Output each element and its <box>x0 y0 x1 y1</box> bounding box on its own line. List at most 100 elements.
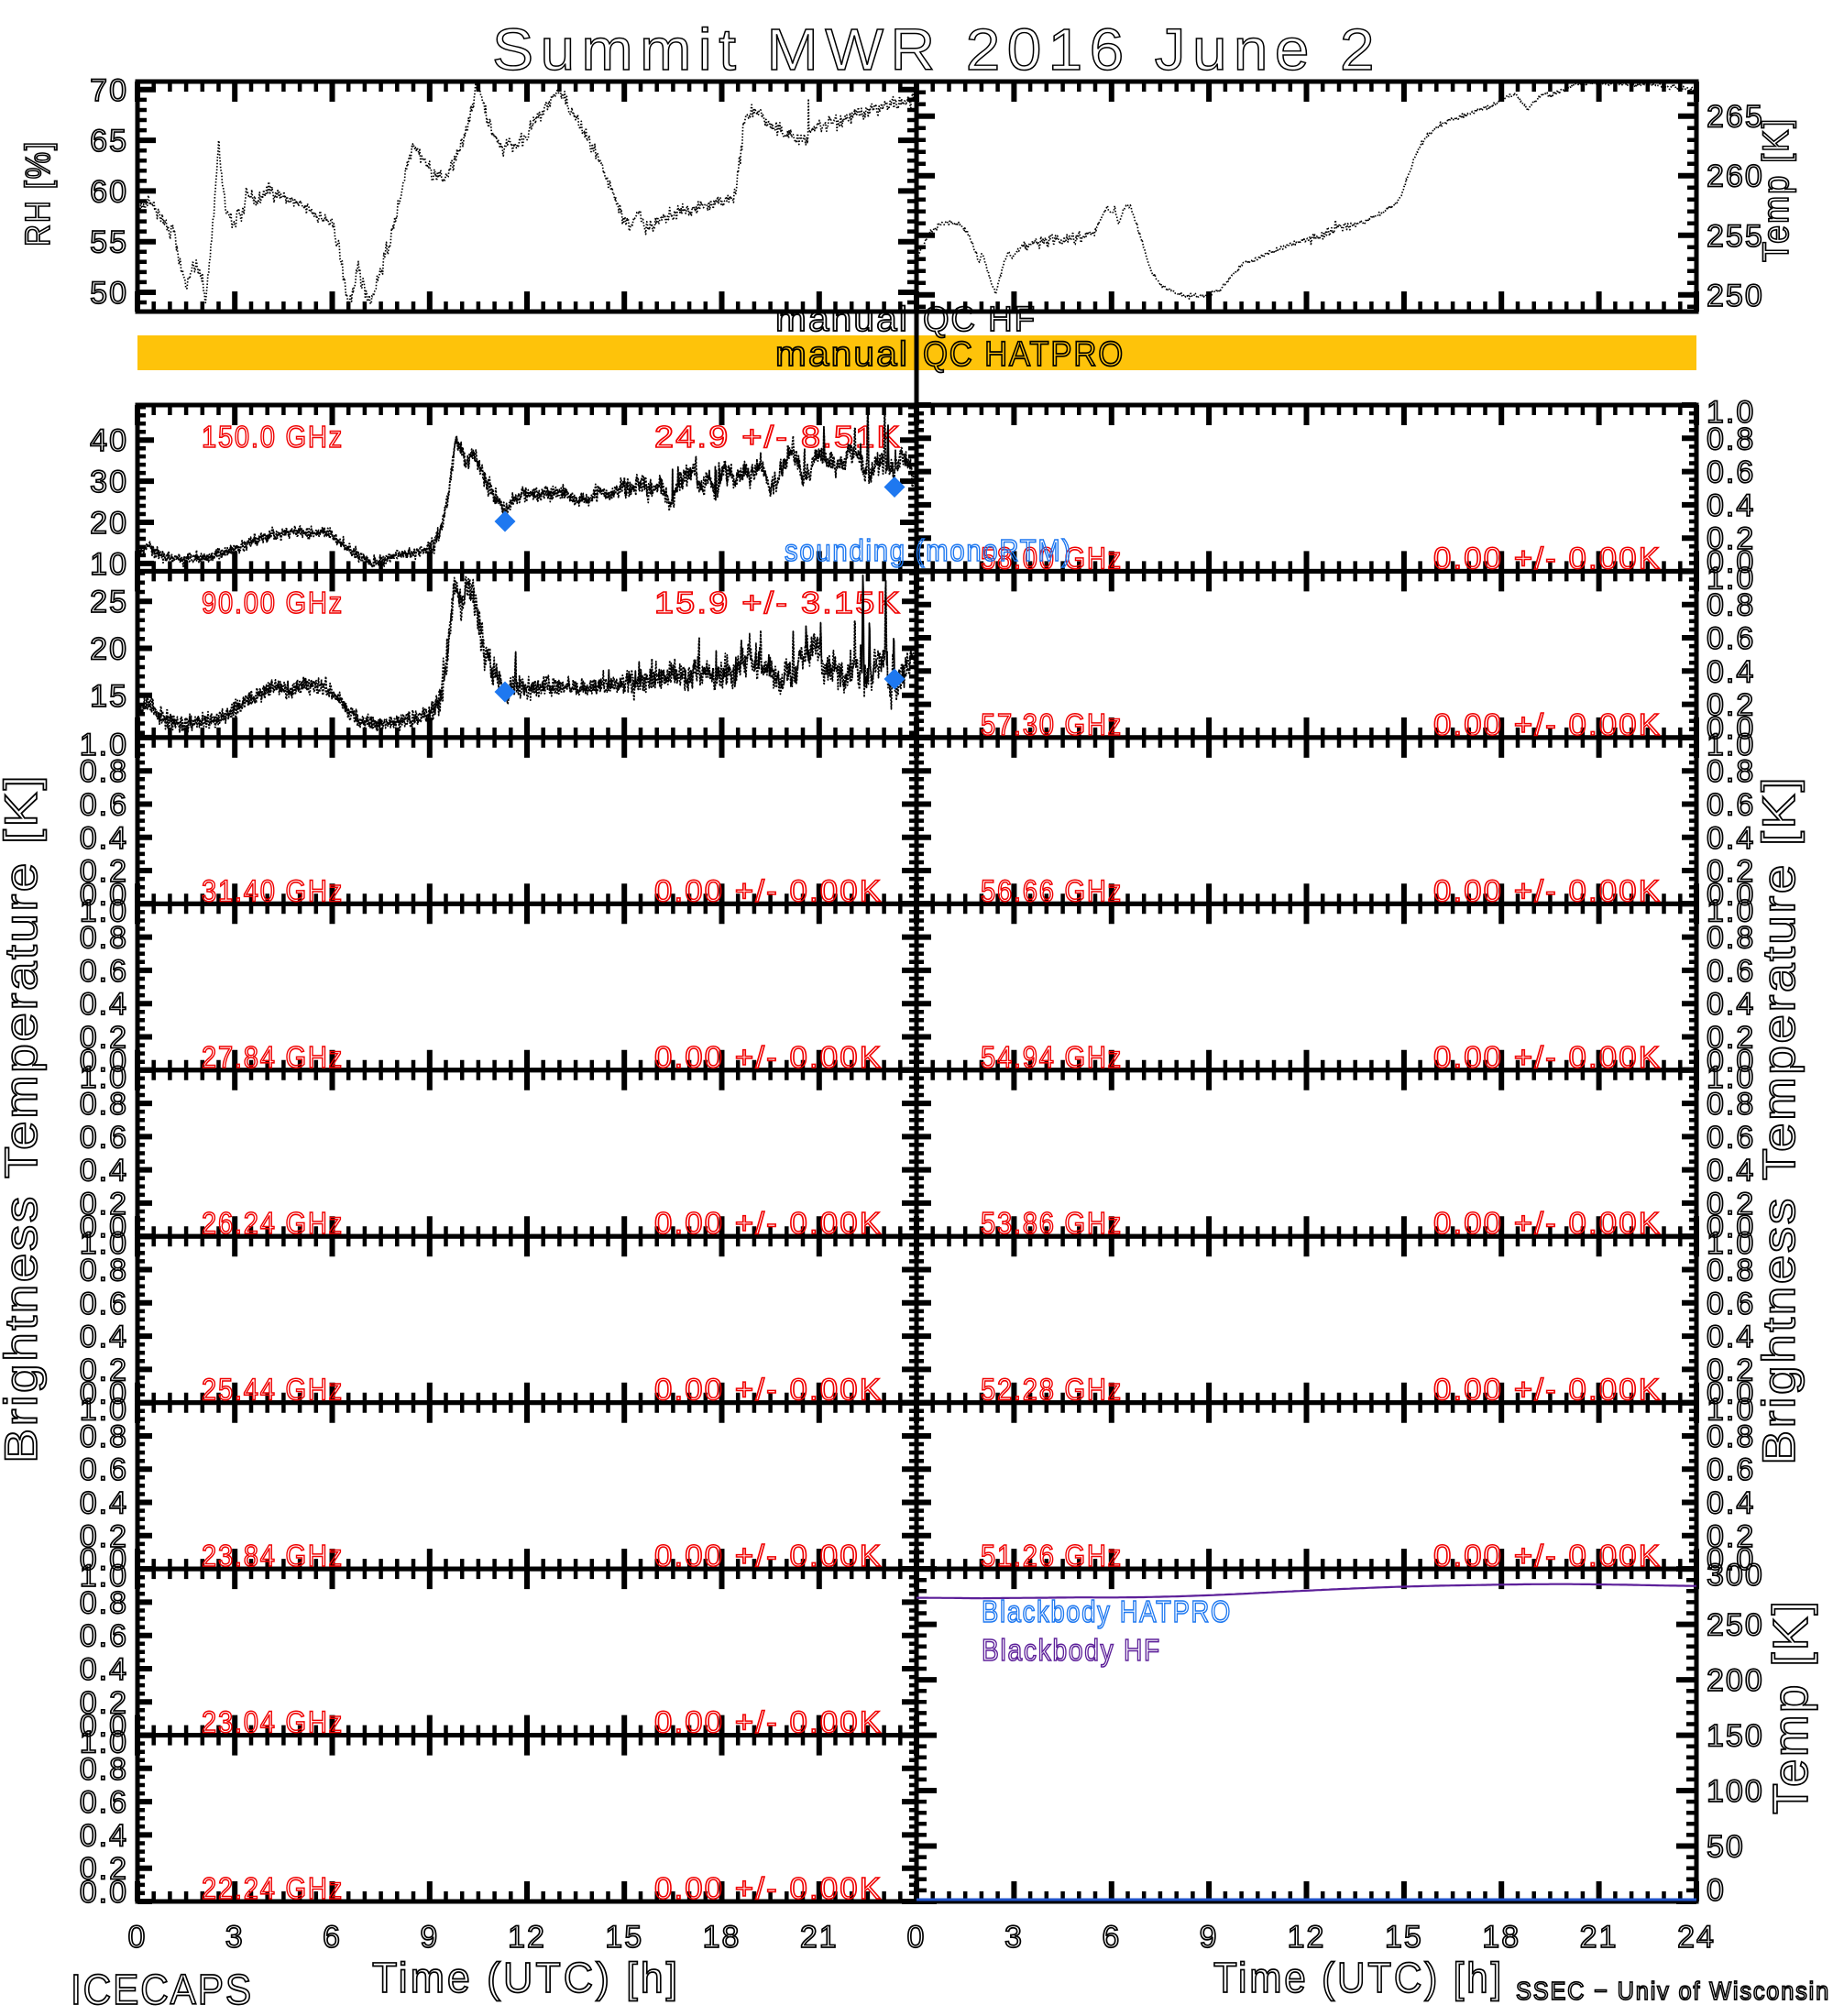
svg-text:0.0: 0.0 <box>80 1210 128 1244</box>
svg-text:0: 0 <box>128 1920 148 1955</box>
svg-text:31.40 GHz: 31.40 GHz <box>202 873 344 907</box>
svg-text:0.2: 0.2 <box>1707 688 1755 723</box>
svg-text:0.4: 0.4 <box>1707 1486 1755 1521</box>
svg-text:56.66 GHz: 56.66 GHz <box>981 873 1123 907</box>
svg-text:Temp [K]: Temp [K] <box>1763 1599 1818 1814</box>
svg-text:0.6: 0.6 <box>1707 621 1755 656</box>
svg-text:100: 100 <box>1707 1774 1764 1809</box>
svg-text:0.4: 0.4 <box>1707 488 1755 523</box>
svg-text:0.0: 0.0 <box>1707 1376 1755 1411</box>
svg-text:52.28 GHz: 52.28 GHz <box>981 1373 1123 1407</box>
svg-text:50: 50 <box>90 276 128 311</box>
svg-text:0.8: 0.8 <box>1707 1419 1755 1454</box>
svg-text:0.00 +/- 0.00K: 0.00 +/- 0.00K <box>1433 1040 1662 1074</box>
svg-text:260: 260 <box>1707 159 1764 194</box>
svg-text:1.0: 1.0 <box>80 728 128 762</box>
svg-text:0.8: 0.8 <box>80 1087 128 1122</box>
svg-text:6: 6 <box>323 1920 342 1955</box>
svg-text:1.0: 1.0 <box>1707 893 1755 928</box>
svg-text:0.00 +/- 0.00K: 0.00 +/- 0.00K <box>1433 1206 1662 1240</box>
svg-text:0.4: 0.4 <box>1707 987 1755 1022</box>
svg-text:23.84 GHz: 23.84 GHz <box>202 1539 344 1572</box>
svg-text:0.8: 0.8 <box>1707 588 1755 623</box>
svg-text:20: 20 <box>90 506 128 541</box>
svg-text:15: 15 <box>605 1920 643 1955</box>
svg-text:26.24 GHz: 26.24 GHz <box>202 1206 344 1240</box>
svg-text:0.8: 0.8 <box>80 1752 128 1787</box>
svg-text:12: 12 <box>508 1920 546 1955</box>
svg-text:22.24 GHz: 22.24 GHz <box>202 1871 344 1905</box>
svg-text:0.00 +/- 0.00K: 0.00 +/- 0.00K <box>654 1705 883 1739</box>
svg-text:manual: manual <box>775 335 909 374</box>
svg-text:1.0: 1.0 <box>80 1393 128 1428</box>
svg-text:0.4: 0.4 <box>1707 1320 1755 1354</box>
svg-text:50: 50 <box>1707 1830 1745 1865</box>
svg-text:0.0: 0.0 <box>80 1376 128 1411</box>
svg-text:0.0: 0.0 <box>1707 711 1755 746</box>
svg-text:0.00 +/- 0.00K: 0.00 +/- 0.00K <box>1433 1373 1662 1407</box>
svg-text:0.8: 0.8 <box>80 754 128 789</box>
svg-text:ICECAPS: ICECAPS <box>71 1966 253 2013</box>
svg-text:Blackbody HATPRO: Blackbody HATPRO <box>982 1594 1232 1628</box>
svg-text:Temp [K]: Temp [K] <box>1756 117 1796 262</box>
svg-text:0.8: 0.8 <box>80 921 128 956</box>
svg-text:10: 10 <box>90 547 128 582</box>
svg-text:0.0: 0.0 <box>1707 1210 1755 1244</box>
svg-text:0.6: 0.6 <box>1707 455 1755 490</box>
svg-text:0.00 +/- 0.00K: 0.00 +/- 0.00K <box>654 1373 883 1407</box>
svg-text:0.00 +/- 0.00K: 0.00 +/- 0.00K <box>654 1539 883 1572</box>
svg-text:0.8: 0.8 <box>1707 422 1755 456</box>
svg-text:0.4: 0.4 <box>1707 1154 1755 1189</box>
svg-text:65: 65 <box>90 124 128 159</box>
svg-text:0.0: 0.0 <box>1707 877 1755 912</box>
svg-text:0.0: 0.0 <box>80 1875 128 1910</box>
svg-text:0.00 +/- 0.00K: 0.00 +/- 0.00K <box>1433 541 1662 575</box>
svg-text:9: 9 <box>1200 1920 1219 1955</box>
svg-text:QC HF: QC HF <box>923 301 1037 339</box>
svg-text:0.4: 0.4 <box>80 1154 128 1189</box>
svg-text:0.2: 0.2 <box>80 1187 128 1222</box>
svg-text:0.8: 0.8 <box>80 1254 128 1288</box>
svg-text:0.0: 0.0 <box>80 1709 128 1744</box>
svg-text:Blackbody HF: Blackbody HF <box>982 1633 1161 1667</box>
svg-text:200: 200 <box>1707 1663 1764 1698</box>
svg-text:90.00 GHz: 90.00 GHz <box>202 586 344 619</box>
svg-text:0.4: 0.4 <box>80 1652 128 1687</box>
svg-text:Brightness Temperature [K]: Brightness Temperature [K] <box>0 773 47 1463</box>
svg-text:265: 265 <box>1707 100 1764 135</box>
svg-text:0.6: 0.6 <box>1707 1452 1755 1487</box>
svg-text:70: 70 <box>90 73 128 108</box>
svg-text:0.4: 0.4 <box>1707 821 1755 856</box>
svg-text:0.8: 0.8 <box>1707 921 1755 956</box>
svg-text:24.9 +/- 8.51K: 24.9 +/- 8.51K <box>654 420 902 454</box>
svg-text:0.2: 0.2 <box>80 1685 128 1720</box>
svg-text:300: 300 <box>1707 1558 1764 1593</box>
svg-text:1.0: 1.0 <box>80 1559 128 1594</box>
svg-text:0.2: 0.2 <box>80 854 128 889</box>
svg-text:15: 15 <box>1385 1920 1423 1955</box>
svg-text:250: 250 <box>1707 279 1764 313</box>
svg-text:SSEC − Univ of Wisconsin: SSEC − Univ of Wisconsin <box>1516 1977 1830 2005</box>
svg-text:0.6: 0.6 <box>1707 1120 1755 1155</box>
svg-text:0.2: 0.2 <box>1707 854 1755 889</box>
svg-text:0.6: 0.6 <box>1707 1287 1755 1321</box>
svg-text:0: 0 <box>1707 1873 1726 1908</box>
svg-text:0.0: 0.0 <box>80 877 128 912</box>
svg-text:0.8: 0.8 <box>1707 1087 1755 1122</box>
svg-text:Time (UTC) [h]: Time (UTC) [h] <box>1213 1954 1504 2001</box>
svg-text:0.0: 0.0 <box>1707 1044 1755 1079</box>
svg-text:0.4: 0.4 <box>80 1486 128 1521</box>
svg-text:QC HATPRO: QC HATPRO <box>923 335 1125 374</box>
svg-text:sounding (monoRTM): sounding (monoRTM) <box>785 533 1072 567</box>
svg-text:255: 255 <box>1707 219 1764 254</box>
svg-text:0.8: 0.8 <box>1707 754 1755 789</box>
svg-text:0.6: 0.6 <box>80 954 128 989</box>
svg-text:0.2: 0.2 <box>1707 1519 1755 1554</box>
svg-text:0.2: 0.2 <box>80 1021 128 1056</box>
svg-text:0.4: 0.4 <box>80 1818 128 1853</box>
svg-text:20: 20 <box>90 632 128 667</box>
svg-text:0.6: 0.6 <box>80 1785 128 1820</box>
svg-text:150.0 GHz: 150.0 GHz <box>202 420 344 454</box>
svg-text:0.2: 0.2 <box>80 1852 128 1887</box>
svg-text:18: 18 <box>703 1920 741 1955</box>
